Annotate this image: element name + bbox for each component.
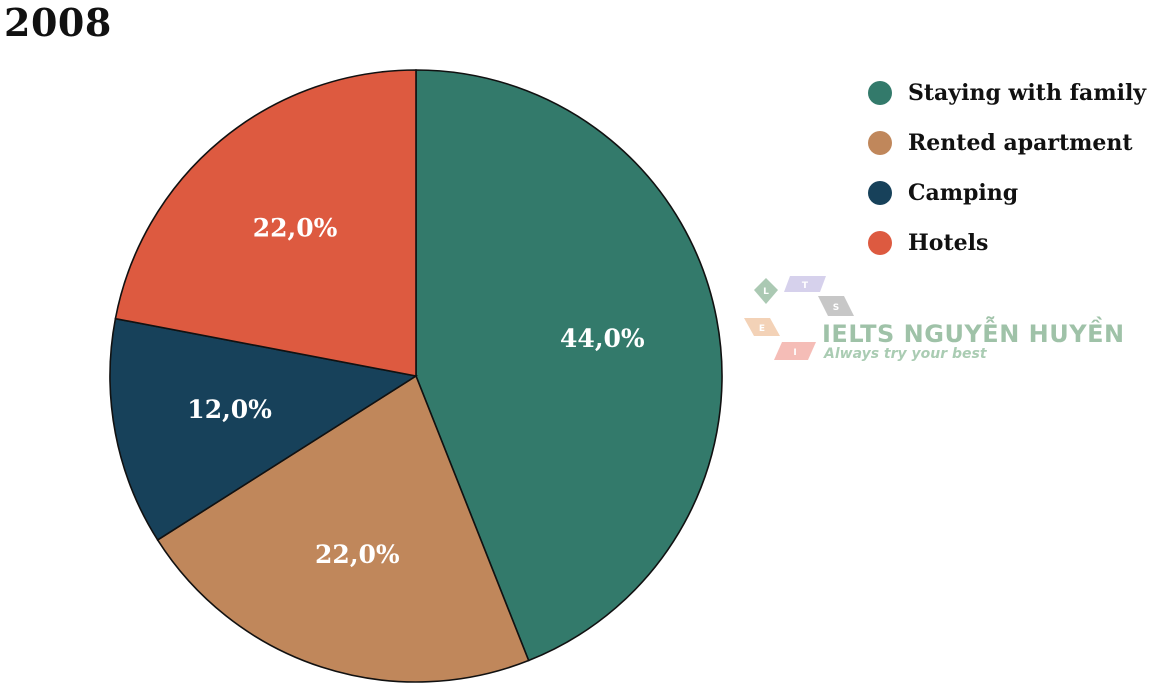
- legend-label: Rented apartment: [908, 130, 1133, 156]
- legend: Staying with family Rented apartment Cam…: [868, 68, 1146, 268]
- watermark-logo-letter: S: [833, 303, 839, 313]
- legend-label: Hotels: [908, 230, 989, 256]
- watermark-logo-letter: E: [759, 324, 765, 334]
- data-label-staying-with-family: 44,0%: [560, 324, 645, 353]
- legend-swatch: [868, 81, 892, 105]
- legend-label: Camping: [908, 180, 1019, 206]
- legend-item-hotels: Hotels: [868, 218, 1146, 268]
- watermark-logo-letter: T: [802, 281, 809, 291]
- watermark: L T S E I IELTS NGUYỄN HUYỀN Always try …: [740, 270, 1150, 370]
- legend-swatch: [868, 181, 892, 205]
- data-label-camping: 12,0%: [187, 395, 272, 424]
- chart-title: 2008: [4, 0, 112, 45]
- legend-swatch: [868, 131, 892, 155]
- data-label-rented-apartment: 22,0%: [315, 540, 400, 569]
- legend-item-staying-with-family: Staying with family: [868, 68, 1146, 118]
- watermark-logo-letter: L: [763, 287, 769, 297]
- legend-swatch: [868, 231, 892, 255]
- pie-slice-staying-with-family: [415, 69, 723, 662]
- legend-item-rented-apartment: Rented apartment: [868, 118, 1146, 168]
- watermark-logo-letter: I: [793, 348, 796, 358]
- pie-slice-hotels: [114, 69, 417, 377]
- data-label-hotels: 22,0%: [253, 213, 338, 242]
- pie-slice-camping: [109, 317, 419, 542]
- watermark-brand: IELTS NGUYỄN HUYỀN: [822, 320, 1125, 348]
- legend-label: Staying with family: [908, 80, 1147, 106]
- pie-slice-rented-apartment: [156, 374, 530, 683]
- watermark-logo-icon: L T S E I: [744, 276, 854, 360]
- legend-item-camping: Camping: [868, 168, 1146, 218]
- watermark-slogan: Always try your best: [824, 346, 987, 362]
